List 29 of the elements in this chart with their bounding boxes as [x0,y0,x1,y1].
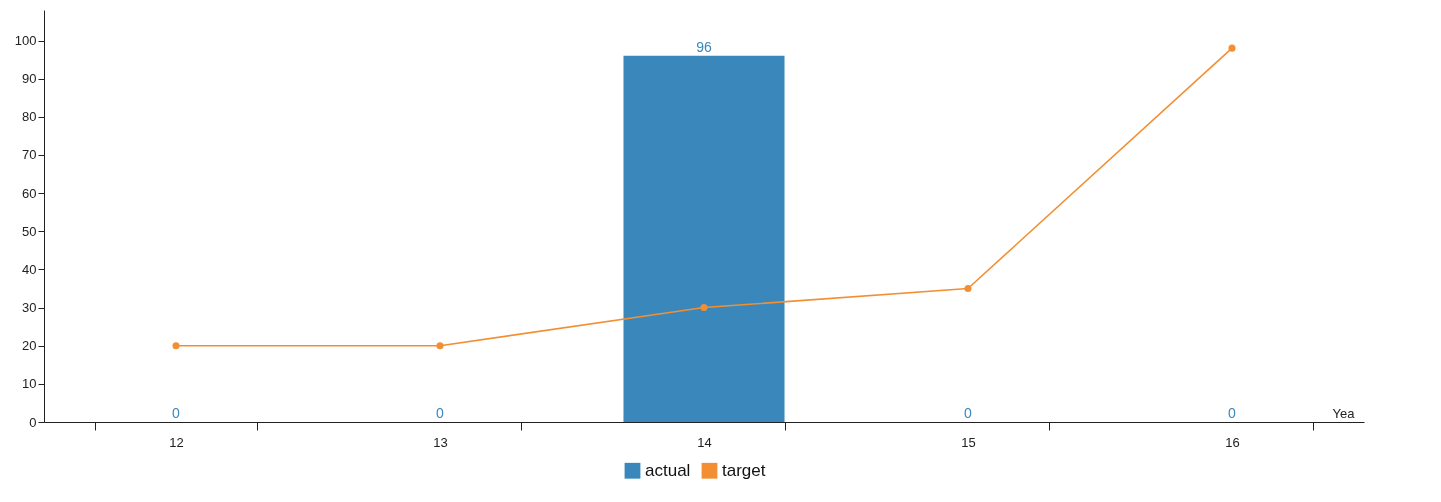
y-tick-label: 70 [22,147,37,163]
point [436,342,444,350]
y-tick-label: 10 [22,376,37,392]
y-tick-label: 90 [22,71,37,87]
x-tick-label: 13 [433,434,448,450]
point [700,304,708,312]
data-label: 0 [964,405,973,421]
y-tick-label: 20 [22,338,37,354]
y-tick-label: 0 [29,414,37,430]
point [1228,44,1236,52]
point [964,284,972,293]
data-label: 0 [436,405,445,421]
y-tick-label: 30 [22,300,37,316]
y-tick-label: 100 [14,33,37,49]
y-tick-label: 80 [22,109,37,125]
x-tick-label: 16 [1225,434,1240,450]
data-label: 0 [1228,405,1237,421]
point [172,342,180,350]
x-tick-label: 14 [697,434,712,450]
y-tick-label: 50 [22,223,37,239]
legend-label: target [722,460,766,480]
y-tick-label: 60 [22,185,37,201]
legend-label: actual [645,460,691,480]
data-label: 0 [172,405,181,421]
x-tick-label: 15 [961,434,976,450]
x-axis-title: Yea [1332,405,1356,421]
data-label: 96 [696,38,712,55]
x-tick-label: 12 [169,434,184,450]
y-tick-label: 40 [22,261,37,277]
